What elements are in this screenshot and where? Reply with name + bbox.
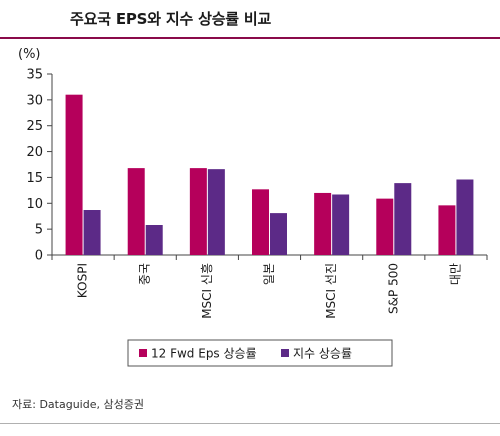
bar-index-return xyxy=(332,194,350,255)
bar-eps-growth xyxy=(376,198,394,255)
bar-eps-growth xyxy=(65,94,83,255)
legend-swatch-eps xyxy=(139,349,147,357)
y-tick-label: 25 xyxy=(26,119,43,134)
chart-title: 주요국 EPS와 지수 상승률 비교 xyxy=(70,10,272,28)
x-tick-label: S&P 500 xyxy=(386,263,400,314)
x-tick-label: 대만 xyxy=(448,263,462,285)
bar-index-return xyxy=(83,210,101,255)
legend-label-index: 지수 상승률 xyxy=(293,347,352,361)
y-tick-label: 0 xyxy=(35,249,43,264)
axes: (%) 0 5 10 15 20 25 30 35 KOSPI 중국 MSCI 신흥 일본 MSCI 선진… xyxy=(18,47,488,319)
y-tick-label: 35 xyxy=(26,68,43,83)
bar-eps-growth xyxy=(252,189,269,255)
bar-index-return xyxy=(456,179,474,255)
legend-swatch-index xyxy=(281,349,289,357)
legend: 12 Fwd Eps 상승률 지수 상승률 xyxy=(127,339,393,367)
source-note: 자료: Dataguide, 삼성증권 xyxy=(12,398,144,411)
y-tick-label: 10 xyxy=(26,197,43,212)
bars xyxy=(65,94,474,255)
bar-index-return xyxy=(270,213,287,255)
bar-index-return xyxy=(207,169,225,255)
x-tick-label: MSCI 신흥 xyxy=(200,263,214,319)
legend-label-eps: 12 Fwd Eps 상승률 xyxy=(151,347,257,361)
title-divider xyxy=(0,37,500,39)
x-tick-label: KOSPI xyxy=(76,263,90,298)
bar-eps-growth xyxy=(189,168,207,255)
y-tick-label: 5 xyxy=(35,223,43,238)
x-tick-label: 중국 xyxy=(138,263,152,285)
bar-eps-growth xyxy=(127,168,145,255)
bar-index-return xyxy=(394,183,412,255)
y-axis-unit: (%) xyxy=(18,47,41,62)
bar-eps-growth xyxy=(314,192,332,255)
bottom-divider xyxy=(0,423,500,424)
x-tick-label: MSCI 선진 xyxy=(324,263,338,319)
y-tick-label: 15 xyxy=(26,171,43,186)
y-tick-label: 30 xyxy=(26,93,43,108)
legend-box xyxy=(127,339,393,367)
y-tick-label: 20 xyxy=(26,145,43,160)
x-tick-label: 일본 xyxy=(262,263,276,285)
bar-eps-growth xyxy=(438,205,456,255)
bar-index-return xyxy=(145,225,163,255)
